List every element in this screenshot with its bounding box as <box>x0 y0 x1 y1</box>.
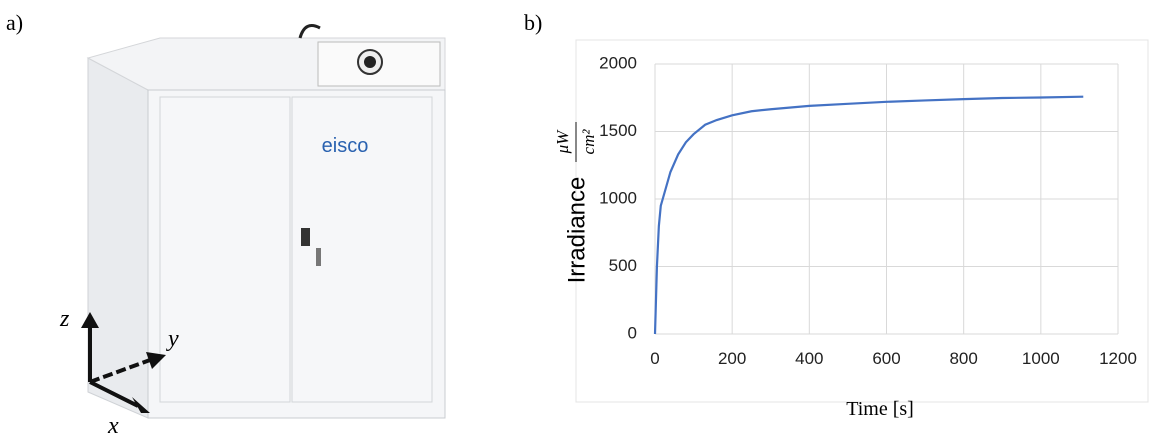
y-tick-label: 500 <box>609 256 637 275</box>
x-tick-label: 1200 <box>1099 349 1137 368</box>
axes-triad <box>81 312 166 413</box>
y-tick-label: 1000 <box>599 188 637 207</box>
unit-numerator: μW <box>553 129 572 155</box>
y-tick-label: 0 <box>628 323 637 342</box>
x-tick-label: 600 <box>872 349 900 368</box>
cabinet: eisco <box>86 24 446 419</box>
y-axis-title: Irradiance μW cm² <box>553 122 598 283</box>
unit-denominator: cm² <box>579 129 598 155</box>
panel-label: b) <box>524 10 542 35</box>
x-axis-title: Time [s] <box>846 398 914 420</box>
chart-frame <box>575 39 1149 403</box>
line-series <box>653 95 1084 335</box>
axis-label-z: z <box>59 306 70 332</box>
y-tick-label: 1500 <box>599 121 637 140</box>
x-tick-label: 400 <box>795 349 823 368</box>
chart: 0 500 1000 1500 2000 0 200 400 600 800 1000 1200 <box>599 53 1137 368</box>
x-tick-label: 800 <box>949 349 977 368</box>
panel-label: a) <box>6 10 23 35</box>
y-tick-label: 2000 <box>599 53 637 72</box>
x-tick-label: 0 <box>650 349 659 368</box>
x-tick-label: 200 <box>718 349 746 368</box>
axis-label-x: x <box>107 413 119 437</box>
brand: eisco <box>322 135 369 157</box>
x-tick-label: 1000 <box>1022 349 1060 368</box>
axis-label-y: y <box>166 326 179 352</box>
y-label: Irradiance <box>563 177 590 284</box>
